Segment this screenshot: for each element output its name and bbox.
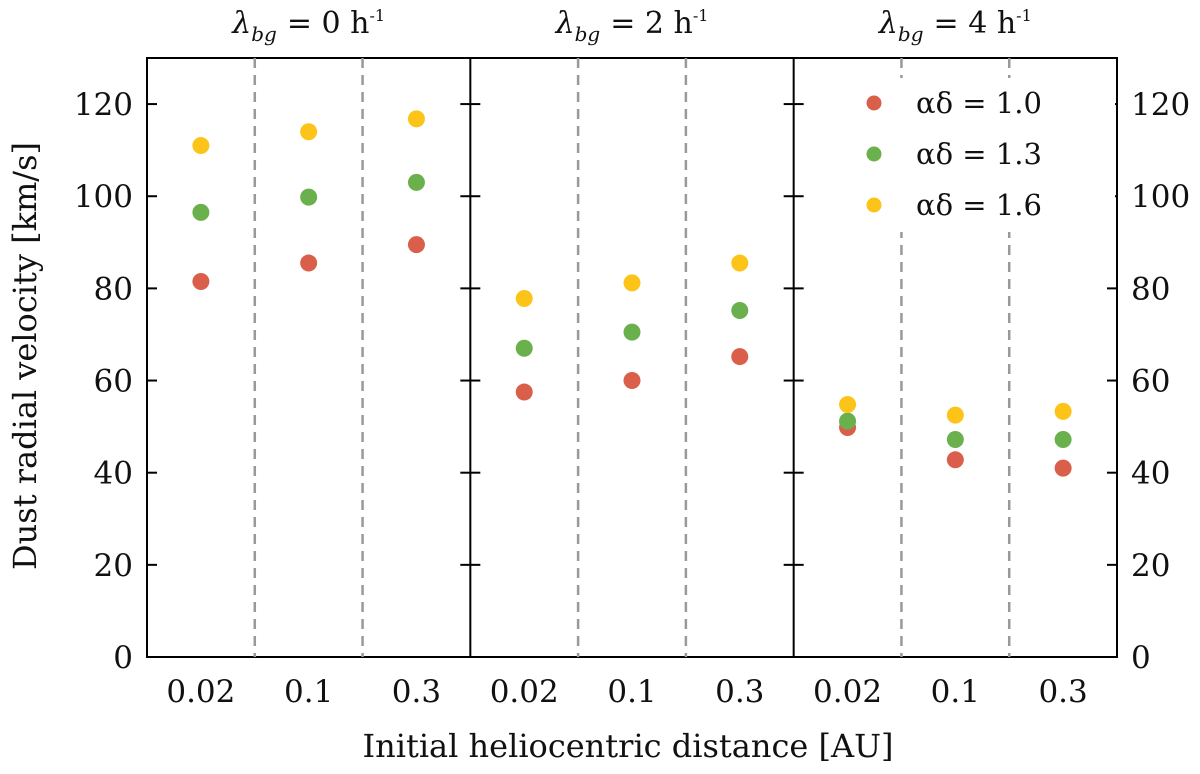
data-point bbox=[407, 173, 425, 191]
y-tick-label-left: 40 bbox=[94, 456, 133, 492]
data-point bbox=[1054, 431, 1072, 449]
panel-title-subscript: bg bbox=[575, 22, 601, 46]
axis-ticks: 0 0 20 20 40 40 60 60 80 80 100 100 120 120 0.02 0.1 0.3… bbox=[74, 87, 1190, 710]
panel-title-subscript: bg bbox=[251, 22, 277, 46]
data-point bbox=[515, 290, 533, 308]
y-tick-label-left: 20 bbox=[94, 548, 133, 584]
y-tick-label-right: 100 bbox=[1131, 179, 1190, 215]
x-tick-label: 0.02 bbox=[490, 674, 559, 710]
data-point bbox=[839, 395, 857, 413]
legend-marker bbox=[866, 146, 882, 162]
panel-title-equation: = 2 h bbox=[610, 6, 693, 41]
panel-title: λbg = 2 h-1 bbox=[555, 6, 709, 46]
panel-title-lambda: λ bbox=[878, 6, 898, 41]
y-tick-label-right: 0 bbox=[1131, 640, 1151, 676]
data-point bbox=[946, 451, 964, 469]
panel-title-subscript: bg bbox=[898, 22, 924, 46]
panel-title: λbg = 4 h-1 bbox=[878, 6, 1032, 46]
data-point bbox=[731, 302, 749, 320]
category-separators bbox=[253, 58, 1011, 657]
data-point bbox=[839, 412, 857, 430]
legend-label: αδ = 1.0 bbox=[916, 86, 1042, 120]
legend-label: αδ = 1.3 bbox=[916, 137, 1042, 171]
legend-label: αδ = 1.6 bbox=[916, 188, 1042, 222]
data-point bbox=[407, 236, 425, 254]
data-point bbox=[1054, 459, 1072, 477]
data-point bbox=[192, 272, 210, 290]
x-tick-label: 0.3 bbox=[392, 674, 441, 710]
data-points bbox=[192, 110, 1072, 477]
data-point bbox=[300, 254, 318, 272]
y-tick-label-right: 20 bbox=[1131, 548, 1170, 584]
x-tick-label: 0.1 bbox=[931, 674, 980, 710]
x-tick-label: 0.02 bbox=[166, 674, 235, 710]
y-tick-label-right: 60 bbox=[1131, 364, 1170, 400]
panel-title-superscript: -1 bbox=[369, 6, 385, 25]
plot-border bbox=[146, 57, 1118, 658]
data-point bbox=[946, 431, 964, 449]
y-tick-label-right: 40 bbox=[1131, 456, 1170, 492]
data-point bbox=[515, 339, 533, 357]
y-tick-label-right: 80 bbox=[1131, 271, 1170, 307]
legend: αδ = 1.0 αδ = 1.3 αδ = 1.6 bbox=[855, 78, 1115, 232]
y-tick-label-left: 80 bbox=[94, 271, 133, 307]
legend-background bbox=[855, 78, 1115, 232]
y-tick-label-left: 60 bbox=[94, 364, 133, 400]
x-tick-label: 0.1 bbox=[607, 674, 656, 710]
panel-title-lambda: λ bbox=[231, 6, 251, 41]
y-axis-title: Dust radial velocity [km/s] bbox=[6, 142, 44, 570]
data-point bbox=[407, 110, 425, 128]
data-point bbox=[1054, 402, 1072, 420]
data-point bbox=[300, 188, 318, 206]
y-tick-label-left: 120 bbox=[74, 87, 133, 123]
data-point bbox=[623, 372, 641, 390]
panel-title-lambda: λ bbox=[555, 6, 575, 41]
x-tick-label: 0.02 bbox=[813, 674, 882, 710]
x-tick-label: 0.3 bbox=[715, 674, 764, 710]
panel-title: λbg = 0 h-1 bbox=[231, 6, 385, 46]
data-point bbox=[731, 254, 749, 272]
x-tick-label: 0.3 bbox=[1038, 674, 1087, 710]
x-tick-label: 0.1 bbox=[284, 674, 333, 710]
data-point bbox=[515, 383, 533, 401]
data-point bbox=[731, 348, 749, 366]
legend-marker bbox=[866, 197, 882, 213]
y-tick-label-right: 120 bbox=[1131, 87, 1190, 123]
data-point bbox=[946, 406, 964, 424]
data-point bbox=[192, 203, 210, 221]
panel-title-equation: = 0 h bbox=[287, 6, 370, 41]
data-point bbox=[192, 137, 210, 155]
legend-marker bbox=[866, 95, 882, 111]
x-axis-title: Initial heliocentric distance [AU] bbox=[362, 727, 893, 765]
y-tick-label-left: 0 bbox=[113, 640, 133, 676]
data-point bbox=[623, 274, 641, 292]
panel-title-equation: = 4 h bbox=[934, 6, 1017, 41]
y-tick-label-left: 100 bbox=[74, 179, 133, 215]
panel-title-superscript: -1 bbox=[693, 6, 709, 25]
panel-titles: λbg = 0 h-1 λbg = 2 h-1 λbg = 4 h-1 bbox=[231, 6, 1032, 46]
data-point bbox=[623, 323, 641, 341]
plot-frame bbox=[146, 57, 1118, 658]
data-point bbox=[300, 123, 318, 141]
panel-title-superscript: -1 bbox=[1016, 6, 1032, 25]
